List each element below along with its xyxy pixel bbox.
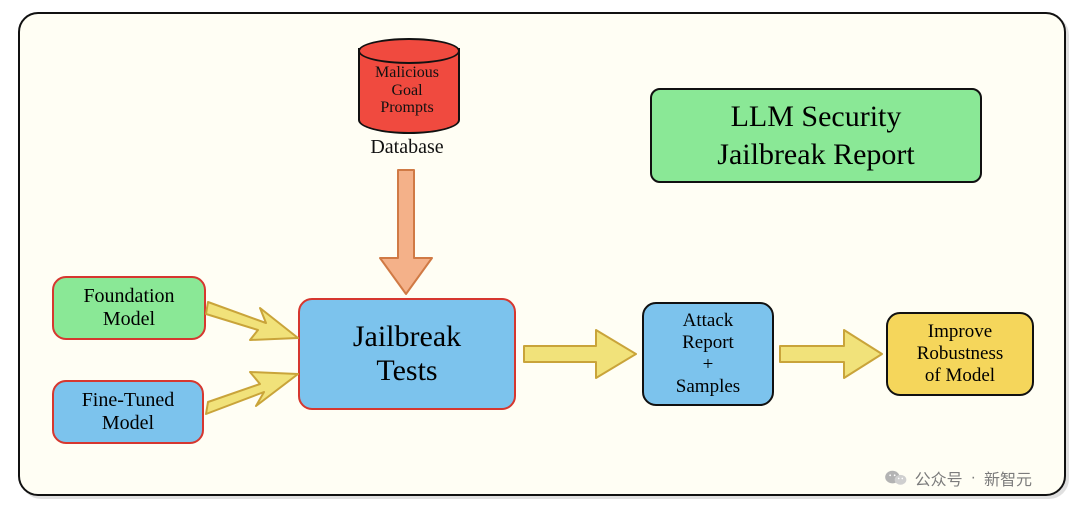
database-line3: Prompts [380, 99, 433, 116]
improve-line3: of Model [925, 365, 995, 386]
finetuned-model-node: Fine-Tuned Model [52, 380, 204, 444]
jailbreak-tests-node: Jailbreak Tests [298, 298, 516, 410]
foundation-line2: Model [103, 308, 155, 330]
jailbreak-line1: Jailbreak [353, 320, 461, 353]
attack-line1: Attack [683, 310, 734, 331]
finetuned-line2: Model [102, 412, 154, 434]
improve-robustness-node: Improve Robustness of Model [886, 312, 1034, 396]
database-text: Malicious Goal Prompts [358, 64, 456, 117]
database-top [358, 38, 460, 64]
attack-report-node: Attack Report + Samples [642, 302, 774, 406]
arrow-attack-to-improve [780, 330, 882, 378]
database-label: Database [350, 136, 464, 159]
arrow-foundation-to-jailbreak [206, 302, 298, 340]
footer-separator: · [971, 469, 976, 487]
attack-line4: Samples [676, 376, 740, 397]
title-box: LLM Security Jailbreak Report [650, 88, 982, 183]
attack-line3: + [703, 354, 714, 375]
finetuned-line1: Fine-Tuned [82, 389, 175, 411]
attack-line2: Report [682, 332, 734, 353]
jailbreak-line2: Tests [376, 354, 437, 387]
database-line1: Malicious [375, 64, 439, 81]
database-line2: Goal [391, 82, 422, 99]
foundation-model-node: Foundation Model [52, 276, 206, 340]
arrow-database-to-jailbreak [380, 170, 432, 294]
footer-watermark: 公众号 · 新智元 [885, 466, 1032, 490]
arrow-finetuned-to-jailbreak [206, 372, 298, 414]
foundation-line1: Foundation [83, 285, 174, 307]
wechat-icon [885, 469, 907, 487]
database-node: Malicious Goal Prompts [358, 38, 456, 132]
diagram-canvas: Malicious Goal Prompts Database LLM Secu… [18, 12, 1066, 496]
footer-prefix: 公众号 [915, 466, 963, 490]
title-line1: LLM Security [731, 100, 902, 133]
arrow-jailbreak-to-attack [524, 330, 636, 378]
improve-line2: Robustness [917, 343, 1004, 364]
improve-line1: Improve [928, 321, 992, 342]
footer-name: 新智元 [984, 466, 1032, 490]
title-line2: Jailbreak Report [717, 138, 914, 171]
